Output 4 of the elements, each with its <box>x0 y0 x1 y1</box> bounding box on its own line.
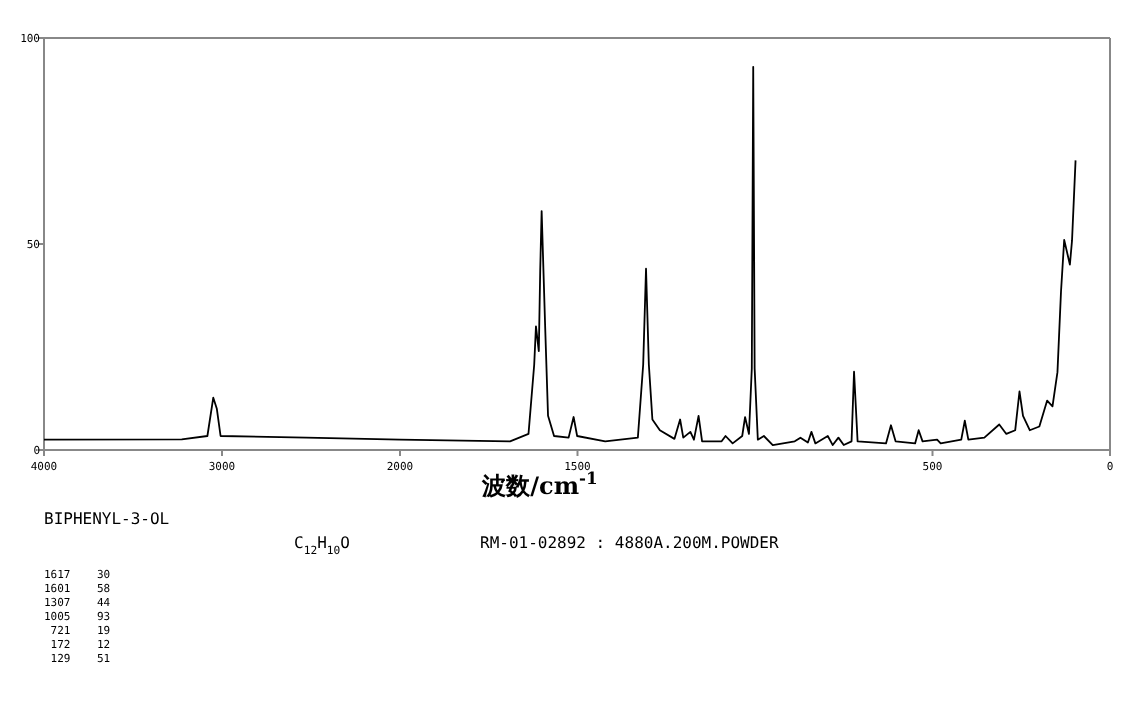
text: RM-01-02892 : 4880A.200M.POWDER <box>480 534 779 552</box>
x-axis-title: 波数/cm$^{-1}$ <box>480 468 598 500</box>
text: BIPHENYL-3-OL <box>44 510 170 528</box>
text: C$_{12}$H$_{10}$O <box>294 534 351 558</box>
